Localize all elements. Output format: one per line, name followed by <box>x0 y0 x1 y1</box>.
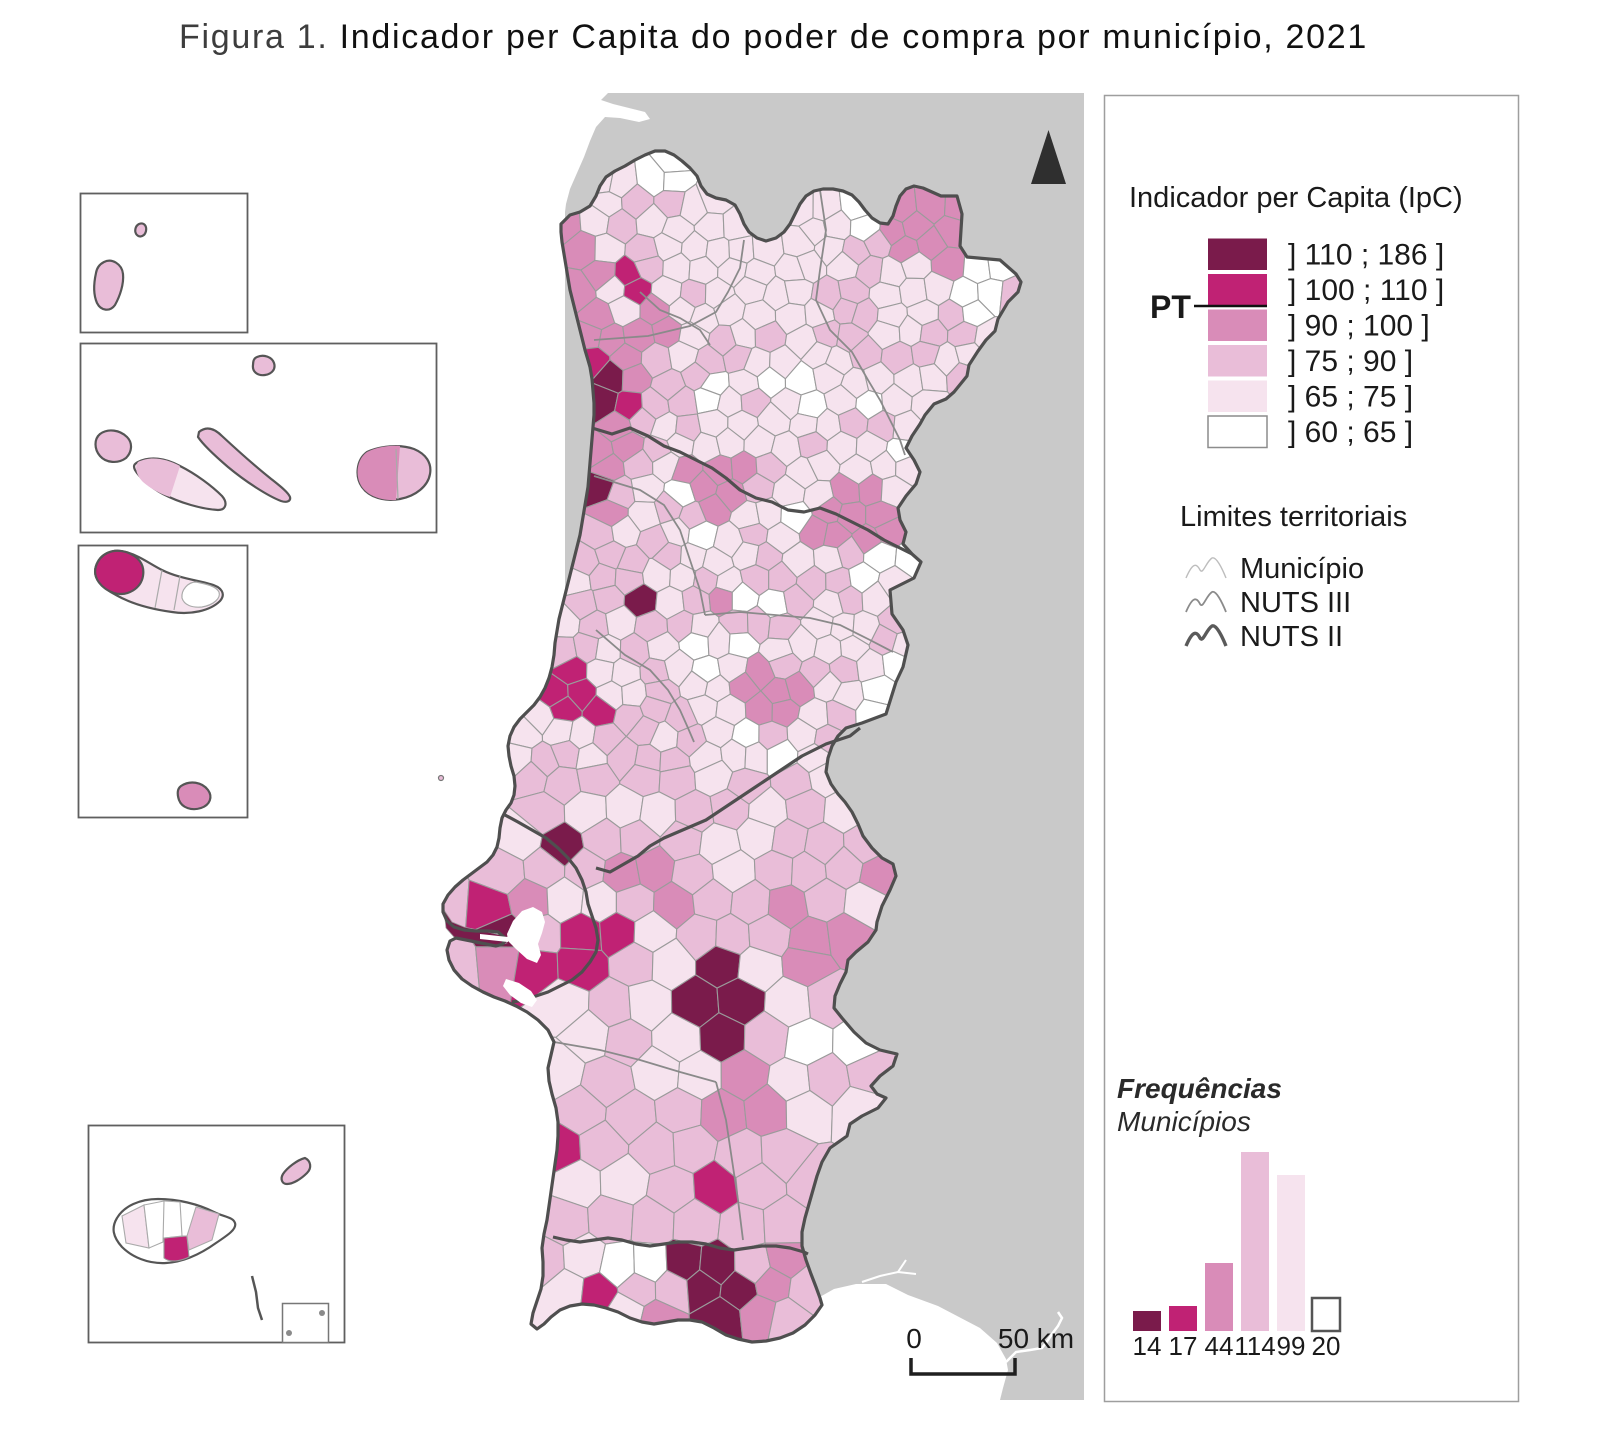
svg-text:Município: Município <box>1240 553 1364 585</box>
svg-text:20: 20 <box>1312 1331 1341 1361</box>
svg-text:50 km: 50 km <box>998 1323 1074 1354</box>
svg-text:17: 17 <box>1169 1331 1198 1361</box>
svg-text:99: 99 <box>1277 1331 1306 1361</box>
svg-text:Municípios: Municípios <box>1117 1106 1251 1137</box>
svg-text:] 65 ; 75 ]: ] 65 ; 75 ] <box>1288 381 1413 414</box>
svg-text:] 100 ; 110 ]: ] 100 ; 110 ] <box>1288 274 1444 307</box>
svg-text:0: 0 <box>906 1323 922 1354</box>
svg-text:44: 44 <box>1205 1331 1234 1361</box>
svg-text:Figura 1. Indicador per Capita: Figura 1. Indicador per Capita do poder … <box>179 18 1368 56</box>
svg-text:PT: PT <box>1150 289 1191 325</box>
svg-text:NUTS III: NUTS III <box>1240 587 1351 619</box>
svg-text:Limites territoriais: Limites territoriais <box>1180 501 1407 533</box>
svg-text:] 75 ; 90 ]: ] 75 ; 90 ] <box>1288 345 1413 378</box>
svg-text:114: 114 <box>1234 1331 1275 1361</box>
svg-text:Frequências: Frequências <box>1117 1073 1282 1104</box>
svg-text:] 110 ; 186 ]: ] 110 ; 186 ] <box>1288 239 1444 272</box>
svg-text:Indicador per Capita (IpC): Indicador per Capita (IpC) <box>1129 182 1463 214</box>
svg-text:14: 14 <box>1133 1331 1162 1361</box>
svg-text:NUTS II: NUTS II <box>1240 621 1343 653</box>
svg-text:] 60 ; 65 ]: ] 60 ; 65 ] <box>1288 416 1413 449</box>
svg-text:] 90 ; 100 ]: ] 90 ; 100 ] <box>1288 310 1430 343</box>
